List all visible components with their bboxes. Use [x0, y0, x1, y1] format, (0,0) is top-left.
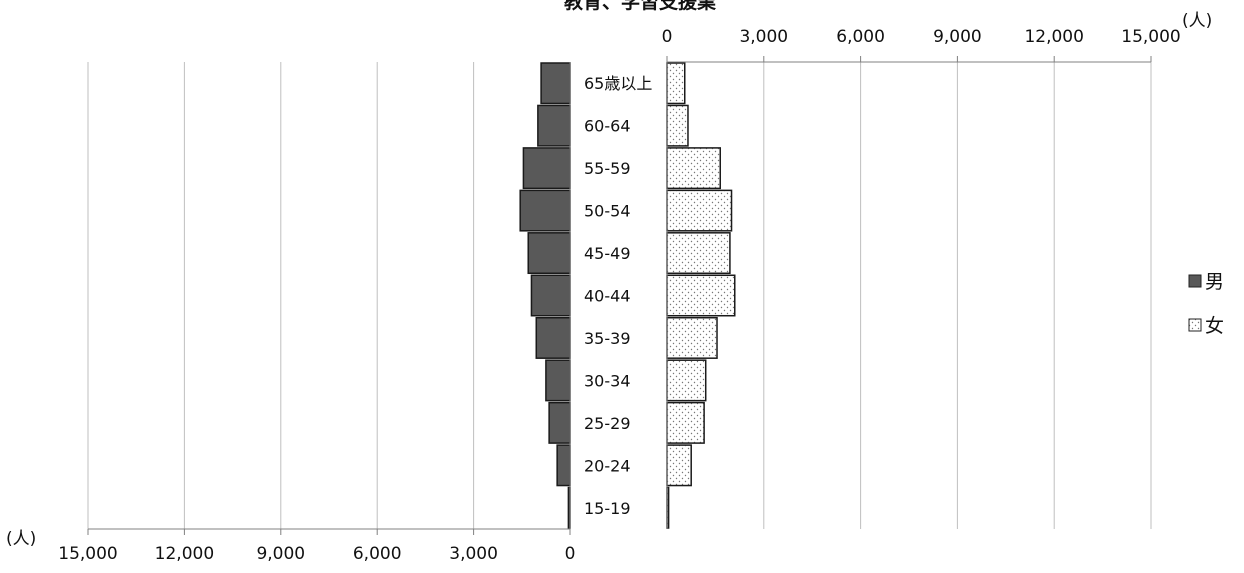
- age-category-labels: 65歳以上 60-64 55-59 50-54 45-49 40-44 35-39 30-34…: [584, 74, 652, 518]
- bar-male: [556, 444, 571, 487]
- bar-female: [666, 359, 707, 402]
- right-gridlines: [666, 56, 1152, 529]
- bar-female: [666, 401, 705, 444]
- right-tick-label: 9,000: [933, 27, 982, 47]
- age-label: 20-24: [584, 456, 631, 475]
- legend-swatch-male: [1188, 274, 1202, 288]
- right-tick-label: 6,000: [836, 27, 885, 47]
- legend-swatch-female: [1188, 318, 1202, 332]
- right-unit-label: (人): [1182, 11, 1212, 31]
- age-label: 15-19: [584, 499, 631, 518]
- left-tick-label: 15,000: [58, 544, 117, 564]
- left-tick-label: 9,000: [256, 544, 305, 564]
- left-unit-label: (人): [6, 529, 36, 549]
- left-tick-label: 6,000: [353, 544, 402, 564]
- bar-male: [519, 189, 571, 232]
- age-label: 65歳以上: [584, 74, 652, 93]
- bar-male: [548, 401, 571, 444]
- legend-label-female: 女: [1205, 315, 1224, 337]
- right-tick-labels: 0 3,000 6,000 9,000 12,000 15,000: [662, 27, 1181, 47]
- bar-female: [666, 232, 731, 275]
- age-label: 40-44: [584, 287, 631, 306]
- age-label: 55-59: [584, 159, 631, 178]
- bar-female: [666, 104, 689, 147]
- age-label: 30-34: [584, 371, 631, 390]
- left-tick-label: 12,000: [155, 544, 214, 564]
- bar-female: [666, 274, 736, 317]
- bar-female: [666, 62, 686, 105]
- bar-male: [527, 232, 571, 275]
- legend-label-male: 男: [1205, 271, 1224, 293]
- age-label: 35-39: [584, 329, 631, 348]
- right-tick-label: 12,000: [1024, 27, 1083, 47]
- bar-female: [666, 189, 733, 232]
- left-gridlines: [87, 62, 571, 535]
- bar-male: [535, 316, 571, 359]
- bar-layer: [519, 62, 736, 529]
- left-tick-label: 0: [565, 544, 576, 564]
- left-tick-labels: 15,000 12,000 9,000 6,000 3,000 0: [58, 544, 575, 564]
- bar-female: [666, 444, 692, 487]
- age-label: 50-54: [584, 202, 631, 221]
- age-label: 45-49: [584, 244, 631, 263]
- bar-female: [666, 147, 721, 190]
- right-tick-label: 15,000: [1121, 27, 1180, 47]
- bar-male: [540, 62, 571, 105]
- age-label: 60-64: [584, 117, 631, 136]
- left-tick-label: 3,000: [449, 544, 498, 564]
- bar-male: [530, 274, 571, 317]
- right-tick-label: 3,000: [739, 27, 788, 47]
- bar-male: [537, 104, 571, 147]
- right-tick-label: 0: [662, 27, 673, 47]
- chart-title: 教育、学習支援業: [564, 0, 717, 13]
- age-label: 25-29: [584, 414, 631, 433]
- bar-male: [522, 147, 571, 190]
- bar-female: [666, 316, 718, 359]
- legend: 男 女: [1188, 271, 1224, 337]
- bar-male: [545, 359, 571, 402]
